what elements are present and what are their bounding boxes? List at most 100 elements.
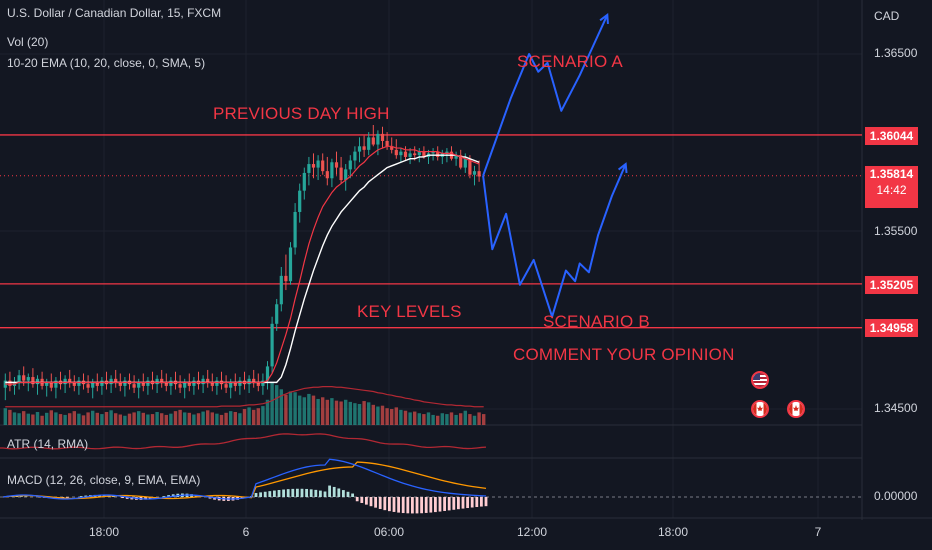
candle-body: [95, 382, 99, 386]
macd-histogram-bar: [259, 492, 262, 497]
volume-bar: [104, 411, 109, 425]
volume-bar: [132, 412, 136, 425]
candle-body: [123, 380, 127, 386]
macd-histogram-bar: [121, 497, 124, 499]
us-flag-icon[interactable]: [751, 371, 769, 389]
volume-bar: [325, 399, 329, 425]
candle-body: [68, 378, 72, 383]
candle-body: [279, 275, 283, 305]
macd-histogram-bar: [314, 489, 318, 497]
volume-bar: [307, 393, 311, 425]
volume-bar: [357, 404, 362, 425]
candle-body: [206, 378, 210, 383]
macd-line: [2, 458, 487, 500]
ema-fast-line: [5, 145, 480, 385]
volume-bar: [77, 413, 81, 425]
volume-bar: [449, 412, 454, 425]
macd-histogram-bar: [273, 490, 276, 497]
volume-bar: [26, 413, 30, 425]
volume-bar: [123, 415, 127, 425]
volume-bar: [265, 399, 270, 425]
candle-body: [477, 171, 481, 177]
price-tick: 1.35500: [874, 224, 918, 238]
macd-histogram-bar: [309, 489, 313, 497]
volume-bar: [215, 413, 219, 425]
time-tick: 18:00: [88, 525, 120, 539]
candle-body: [436, 151, 440, 157]
volume-bar: [468, 414, 472, 425]
candle-body: [270, 323, 274, 367]
volume-bar: [238, 413, 242, 425]
volume-bar: [321, 397, 325, 425]
candle-body: [146, 380, 150, 386]
macd-histogram-bar: [328, 485, 331, 497]
candle-body: [431, 151, 435, 154]
volume-bar: [192, 414, 196, 425]
macd-histogram-bar: [332, 486, 336, 497]
volume-bar: [270, 383, 274, 425]
candle-body: [348, 160, 352, 170]
macd-histogram-bar: [112, 496, 115, 497]
candle-body: [187, 382, 191, 386]
candle-body: [100, 380, 104, 386]
macd-histogram-bar: [438, 497, 442, 512]
macd-histogram-bar: [355, 497, 359, 502]
candle-body: [403, 151, 408, 157]
atr-indicator-label[interactable]: ATR (14, RMA): [7, 437, 89, 451]
volume-bar: [362, 401, 366, 425]
atr-line: [0, 433, 487, 450]
candle-body: [91, 382, 95, 388]
macd-histogram-bar: [268, 491, 272, 497]
candle-body: [371, 137, 375, 145]
candle-body: [252, 378, 256, 383]
candle-body: [238, 380, 242, 386]
candle-body: [256, 382, 260, 386]
candle-body: [224, 384, 228, 388]
macd-signal-line: [2, 461, 487, 500]
macd-histogram-bar: [452, 497, 456, 510]
candle-body: [316, 160, 320, 168]
macd-histogram-bar: [148, 497, 152, 500]
macd-histogram-bar: [291, 488, 295, 497]
volume-bar: [302, 397, 306, 425]
canada-flag-icon[interactable]: [751, 400, 769, 418]
scenario-drawings[interactable]: [482, 13, 628, 318]
candle-body: [445, 151, 449, 154]
volume-bar: [376, 406, 380, 425]
macd-indicator-label[interactable]: MACD (12, 26, close, 9, EMA, EMA): [7, 473, 201, 487]
ema-indicator-label[interactable]: 10-20 EMA (10, 20, close, 0, SMA, 5): [7, 56, 206, 70]
candle-body: [77, 380, 81, 386]
time-tick: 06:00: [373, 525, 405, 539]
level-price-tag: 1.34958: [865, 319, 918, 337]
volume-bar: [91, 410, 95, 425]
candle-body: [334, 162, 339, 168]
macd-histogram-bar: [84, 495, 88, 497]
volume-ma-line: [5, 386, 484, 408]
volume-bar: [95, 412, 99, 425]
horizontal-levels[interactable]: [0, 134, 862, 329]
canada-flag-icon[interactable]: [787, 400, 805, 418]
macd-histogram-bar: [434, 497, 437, 513]
candle-body: [137, 382, 141, 388]
volume-bar: [344, 399, 348, 425]
scenario-a-label: SCENARIO A: [517, 52, 623, 71]
candle-body: [422, 151, 426, 157]
candle-body: [118, 382, 122, 386]
time-tick: 6: [242, 525, 250, 539]
macd-histogram-bar: [342, 490, 345, 497]
candle-body: [109, 378, 113, 385]
volume-bar: [394, 407, 398, 425]
candle-body: [132, 384, 136, 388]
symbol-title: U.S. Dollar / Canadian Dollar, 15, FXCM: [7, 6, 222, 20]
volume-bar: [100, 414, 104, 425]
candle-body: [325, 171, 329, 179]
candle-body: [45, 382, 49, 386]
candle-body: [311, 164, 316, 168]
candle-body: [390, 146, 394, 150]
volume-indicator-label[interactable]: Vol (20): [7, 35, 49, 49]
macd-histogram-bar: [337, 488, 341, 497]
volume-bar: [137, 411, 141, 425]
macd-histogram-bar: [305, 488, 308, 497]
volume-bar: [408, 412, 412, 425]
